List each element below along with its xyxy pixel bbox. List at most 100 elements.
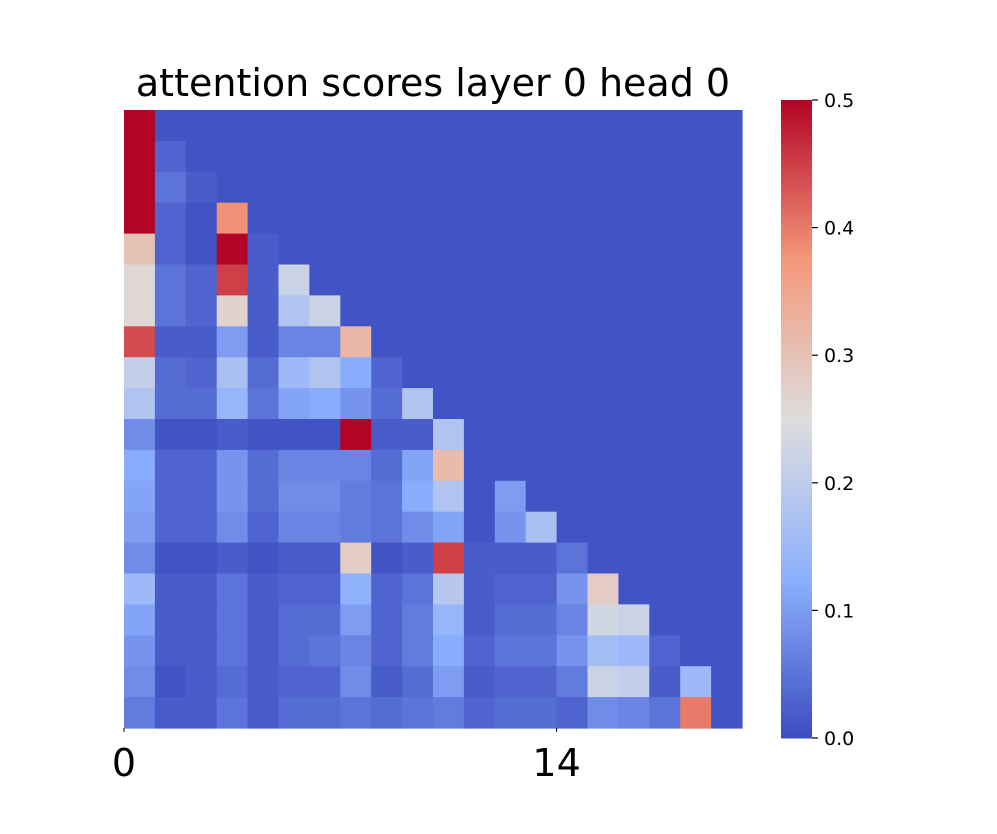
colorbar-segment xyxy=(781,518,812,525)
heatmap-cell xyxy=(371,666,403,698)
colorbar-segment xyxy=(781,184,812,191)
heatmap-cell xyxy=(556,511,589,544)
colorbar-segment xyxy=(781,109,812,116)
x-axis-ticks: 0 14 xyxy=(112,728,581,785)
heatmap-cell xyxy=(680,666,712,698)
colorbar-segment xyxy=(781,513,812,520)
heatmap-cell xyxy=(711,666,743,698)
heatmap-cell xyxy=(587,449,619,482)
heatmap-cell xyxy=(309,357,341,389)
colorbar-segment xyxy=(781,309,812,315)
heatmap-cell xyxy=(278,202,310,235)
heatmap-cell xyxy=(278,110,310,142)
heatmap-cell xyxy=(618,388,650,420)
heatmap-cell xyxy=(587,233,619,266)
heatmap-cell xyxy=(371,449,403,482)
heatmap-cell xyxy=(124,480,156,513)
colorbar-segment xyxy=(781,319,812,325)
heatmap-cell xyxy=(185,233,218,266)
heatmap-cell xyxy=(340,295,372,327)
heatmap-cell xyxy=(680,202,712,235)
heatmap-cell xyxy=(278,233,310,266)
heatmap-cell xyxy=(618,697,650,729)
heatmap-cell xyxy=(494,573,527,605)
colorbar-tick-label: 0.3 xyxy=(824,345,854,367)
colorbar-segment xyxy=(781,219,812,226)
heatmap-cell xyxy=(463,357,496,389)
heatmap-cell xyxy=(154,233,187,266)
colorbar-segment xyxy=(781,618,812,624)
heatmap-cell xyxy=(309,233,341,266)
heatmap-cell xyxy=(247,480,280,513)
heatmap-cell xyxy=(216,635,249,667)
heatmap-cell xyxy=(711,326,743,358)
colorbar-segment xyxy=(781,733,812,739)
heatmap-cell xyxy=(309,326,341,358)
colorbar-segment xyxy=(781,189,812,196)
heatmap-cell xyxy=(494,110,527,142)
colorbar-segment xyxy=(781,204,812,211)
heatmap-cell xyxy=(556,666,589,698)
heatmap-cell xyxy=(463,326,496,358)
colorbar-segment xyxy=(781,399,812,405)
heatmap-cell xyxy=(402,697,434,729)
heatmap-cell xyxy=(402,140,434,173)
heatmap-cell xyxy=(309,110,341,142)
heatmap-cell xyxy=(154,264,187,296)
heatmap-cell xyxy=(185,202,218,235)
colorbar-segment xyxy=(781,329,812,335)
heatmap-cell xyxy=(649,449,681,482)
heatmap-cell xyxy=(154,604,187,636)
colorbar-segment xyxy=(781,214,812,221)
heatmap-cell xyxy=(433,511,465,544)
heatmap-cell xyxy=(711,110,743,142)
heatmap-cell xyxy=(340,511,372,544)
heatmap-cell xyxy=(309,480,341,513)
heatmap-cell xyxy=(433,140,465,173)
colorbar-segment xyxy=(781,209,812,216)
heatmap-cell xyxy=(680,233,712,266)
heatmap-cell xyxy=(124,264,156,296)
heatmap-cell xyxy=(433,171,465,204)
heatmap-cell xyxy=(309,171,341,204)
heatmap-cell xyxy=(433,573,465,605)
colorbar-segment xyxy=(781,673,812,679)
heatmap-cell xyxy=(433,419,465,451)
heatmap-cell xyxy=(402,666,434,698)
heatmap-cell xyxy=(371,326,403,358)
colorbar-segment xyxy=(781,289,812,295)
heatmap-cell xyxy=(587,604,619,636)
heatmap-cell xyxy=(587,573,619,605)
heatmap-cell xyxy=(680,388,712,420)
heatmap-cell xyxy=(216,697,249,729)
heatmap-cell xyxy=(587,295,619,327)
heatmap-cell xyxy=(185,604,218,636)
heatmap-cell xyxy=(494,697,527,729)
heatmap-cell xyxy=(649,233,681,266)
heatmap-cell xyxy=(618,573,650,605)
heatmap-cell xyxy=(371,388,403,420)
heatmap-cell xyxy=(680,171,712,204)
heatmap-cell xyxy=(402,480,434,513)
heatmap-cell xyxy=(649,480,681,513)
colorbar-segment xyxy=(781,304,812,310)
colorbar-segment xyxy=(781,224,812,231)
heatmap-cell xyxy=(463,110,496,142)
colorbar-segment xyxy=(781,339,812,345)
heatmap-cell xyxy=(587,202,619,235)
heatmap-cell xyxy=(247,511,280,544)
heatmap-cell xyxy=(154,666,187,698)
heatmap-cell xyxy=(124,542,156,575)
heatmap-cell xyxy=(463,480,496,513)
heatmap-cell xyxy=(124,202,156,235)
colorbar-segment xyxy=(781,299,812,305)
colorbar-tick-label: 0.4 xyxy=(824,218,854,240)
heatmap-cell xyxy=(463,388,496,420)
heatmap-cell xyxy=(525,295,558,327)
heatmap-cell xyxy=(494,604,527,636)
colorbar-segment xyxy=(781,374,812,380)
heatmap-cell xyxy=(649,295,681,327)
heatmap-cell xyxy=(402,419,434,451)
heatmap-cell xyxy=(649,388,681,420)
heatmap-cell xyxy=(124,697,156,729)
